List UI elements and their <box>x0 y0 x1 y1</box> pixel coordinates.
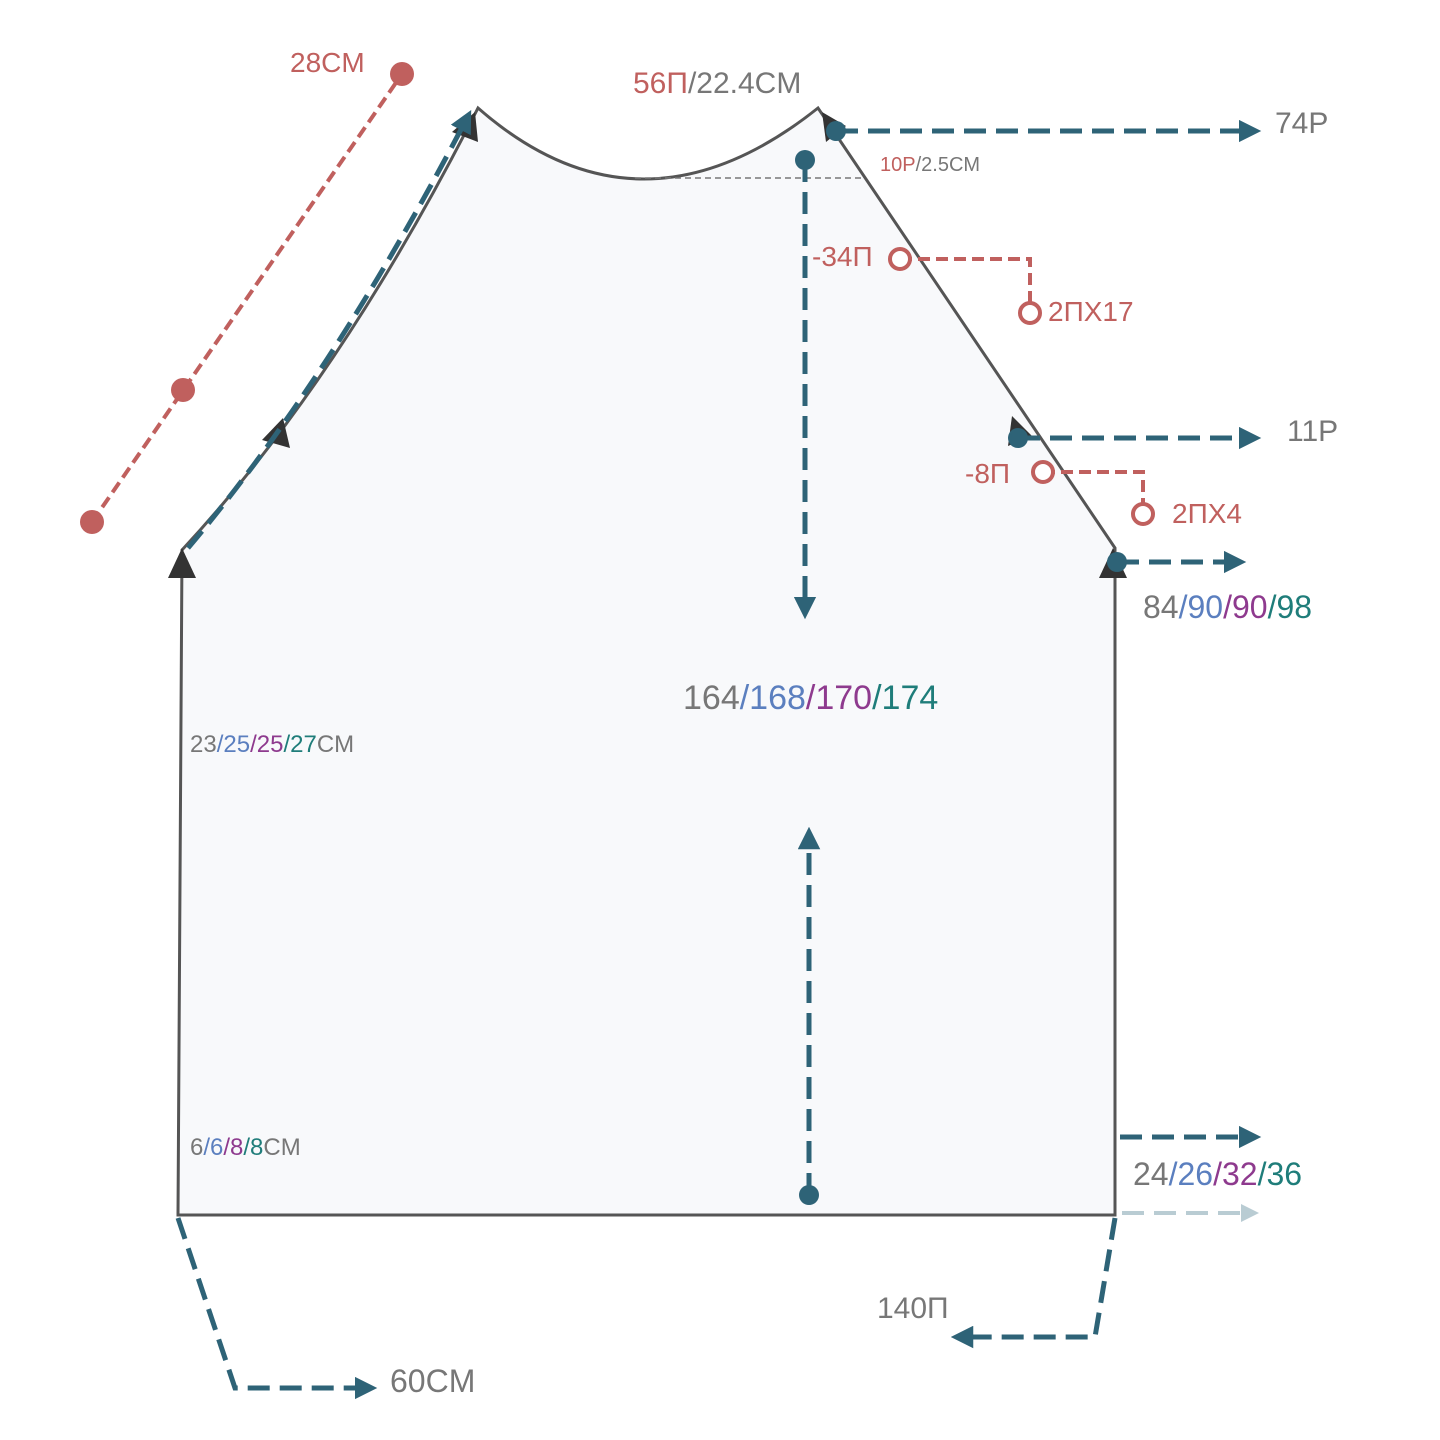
rows-label: 74P <box>1275 107 1328 140</box>
decrease-label: -8П <box>965 458 1010 489</box>
label-part: /8 <box>223 1134 243 1161</box>
label-part: /90 <box>1223 589 1267 625</box>
label-part: /25 <box>250 731 283 758</box>
label-part: /90 <box>1179 589 1223 625</box>
label-part: 84 <box>1143 589 1179 625</box>
garment-outline <box>176 105 1117 1217</box>
decrease-label: -34П <box>812 241 873 272</box>
label-part: /36 <box>1258 1156 1302 1192</box>
label-part: /2.5CM <box>916 154 980 176</box>
label-part: 23 <box>190 731 217 758</box>
decrease-repeat: 2ПX4 <box>1172 498 1242 529</box>
label-part: CM <box>317 731 354 758</box>
armhole-length: 28CM <box>290 47 365 78</box>
teal-arrows <box>175 110 1262 1400</box>
label-part: 10P <box>880 154 916 176</box>
label-part: /6 <box>203 1134 223 1161</box>
stitch-count: 164/168/170/174 <box>683 679 938 717</box>
label-part: CM <box>263 1134 300 1161</box>
label-part: /22.4CM <box>688 67 801 100</box>
label-part: 164 <box>683 679 740 717</box>
width-label: 60CM <box>390 1363 475 1399</box>
rows-label: 11P <box>1287 415 1338 448</box>
label-part: 6 <box>190 1134 203 1161</box>
label-part: 56П <box>633 67 688 100</box>
label-part: 2ПX17 <box>1048 296 1134 327</box>
label-part: /32 <box>1213 1156 1257 1192</box>
label-part: 140П <box>877 1292 949 1325</box>
cast-on: 140П <box>877 1292 949 1325</box>
rib-rows: 24/26/32/36 <box>1133 1156 1302 1192</box>
label-part: 24 <box>1133 1156 1169 1192</box>
label-part: /8 <box>243 1134 263 1161</box>
label-part: 60CM <box>390 1363 475 1399</box>
label-part: /98 <box>1268 589 1312 625</box>
label-part: 74P <box>1275 107 1328 140</box>
body-length: 23/25/25/27CM <box>190 731 354 758</box>
rib-length: 6/6/8/8CM <box>190 1134 301 1161</box>
label-part: -8П <box>965 458 1010 489</box>
label-part: /170 <box>806 679 872 717</box>
decrease-repeat: 2ПX17 <box>1048 296 1134 327</box>
label-part: 11P <box>1287 415 1338 448</box>
raglan-rows: 84/90/90/98 <box>1143 589 1312 625</box>
label-part: /27 <box>283 731 316 758</box>
label-part: /168 <box>740 679 806 717</box>
label-part: /174 <box>872 679 938 717</box>
label-part: 28CM <box>290 47 365 78</box>
label-part: -34П <box>812 241 873 272</box>
label-part: /25 <box>217 731 250 758</box>
neck-label: 56П/22.4CM <box>633 67 801 100</box>
label-part: /26 <box>1169 1156 1213 1192</box>
label-part: 2ПX4 <box>1172 498 1242 529</box>
red-markers <box>80 62 1155 534</box>
neck-depth: 10P/2.5CM <box>880 154 980 176</box>
